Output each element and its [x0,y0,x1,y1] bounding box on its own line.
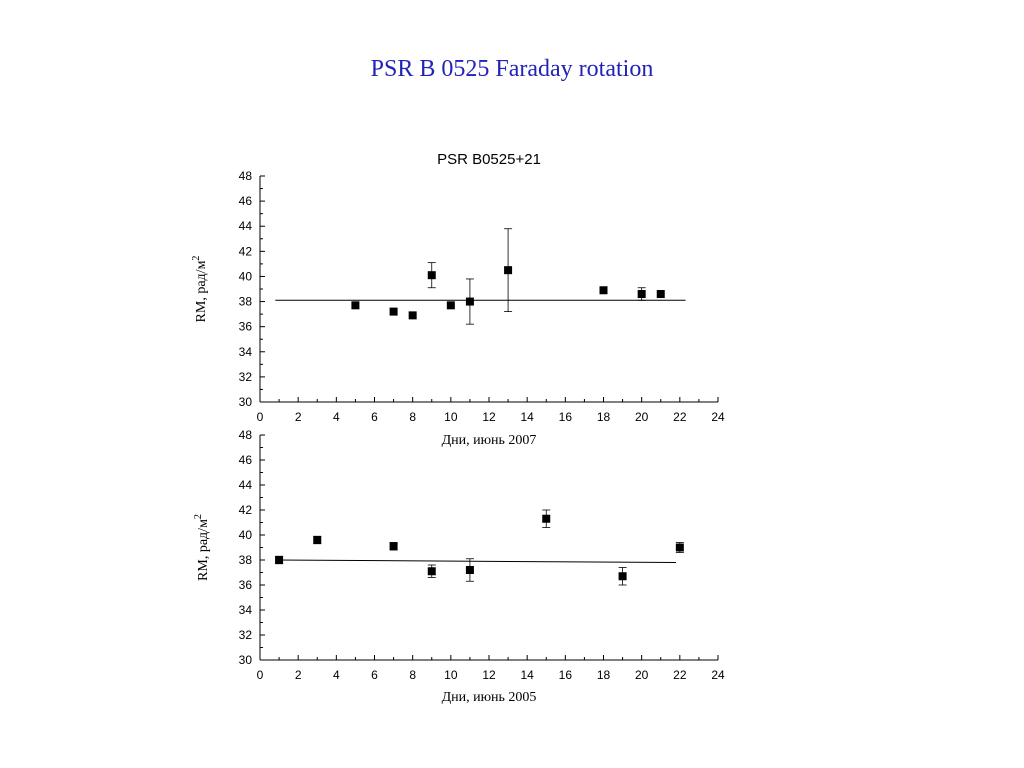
fit-line [275,559,677,563]
y-tick-label: 46 [239,194,253,208]
data-point [427,567,436,576]
y-tick-label: 32 [239,370,253,384]
y-tick-label: 44 [239,219,253,233]
data-point [408,311,417,320]
x-tick-label: 4 [333,410,340,424]
data-point [504,266,513,275]
y-axis-label-superscript: 2 [191,256,202,261]
x-tick-label: 10 [444,668,458,682]
slide-title: PSR B 0525 Faraday rotation [370,56,654,82]
y-tick-label: 42 [239,244,253,258]
x-tick-label: 12 [482,410,496,424]
x-tick-label: 22 [673,410,687,424]
chart-title: PSR B0525+21 [437,151,541,168]
data-point [637,290,646,299]
x-tick-label: 24 [711,668,725,682]
data-point [427,271,436,280]
y-axis-label-text: RM, рад/м [196,519,211,581]
y-axis-label: RM, рад/м2 [191,256,209,323]
x-tick-label: 2 [295,410,302,424]
y-tick-label: 32 [239,628,253,642]
y-tick-label: 30 [239,653,253,667]
x-tick-label: 20 [635,668,649,682]
x-tick-label: 16 [559,668,573,682]
x-tick-label: 12 [482,668,496,682]
x-tick-label: 0 [257,410,264,424]
data-point [389,307,398,316]
x-tick-label: 22 [673,668,687,682]
y-axis-label-text: RM, рад/м [194,260,209,322]
data-point [465,297,474,306]
data-point [446,301,455,310]
data-point [542,514,551,523]
data-point [618,572,627,581]
y-tick-label: 44 [239,478,253,492]
x-tick-label: 16 [559,410,573,424]
y-tick-label: 48 [239,169,253,183]
y-tick-label: 42 [239,503,253,517]
y-tick-label: 48 [239,428,253,442]
data-point [351,301,360,310]
data-point [599,286,608,295]
x-tick-label: 10 [444,410,458,424]
x-tick-label: 4 [333,668,340,682]
data-point [675,543,684,552]
x-tick-label: 18 [597,410,611,424]
data-point [465,566,474,574]
y-tick-label: 40 [239,269,253,283]
y-tick-label: 30 [239,395,253,409]
x-tick-label: 0 [257,668,264,682]
x-tick-label: 20 [635,410,649,424]
x-axis-label: Дни, июнь 2005 [442,690,537,705]
x-tick-label: 8 [409,668,416,682]
y-tick-label: 38 [239,553,253,567]
x-tick-label: 14 [520,668,534,682]
data-point [313,536,322,544]
x-tick-label: 6 [371,410,378,424]
x-tick-label: 24 [711,410,725,424]
y-tick-label: 34 [239,603,253,617]
x-tick-label: 14 [520,410,534,424]
data-point [389,542,398,551]
x-tick-label: 2 [295,668,302,682]
y-tick-label: 40 [239,528,253,542]
x-axis-label: Дни, июнь 2007 [442,433,537,448]
data-point [275,556,284,564]
x-tick-label: 6 [371,668,378,682]
x-tick-label: 18 [597,668,611,682]
y-axis-label-superscript: 2 [193,514,204,519]
y-tick-label: 46 [239,453,253,467]
y-axis-label: RM, рад/м2 [193,514,211,581]
y-tick-label: 36 [239,320,253,334]
data-point [656,290,665,299]
x-tick-label: 8 [409,410,416,424]
y-tick-label: 38 [239,295,253,309]
y-tick-label: 36 [239,578,253,592]
y-tick-label: 34 [239,345,253,359]
